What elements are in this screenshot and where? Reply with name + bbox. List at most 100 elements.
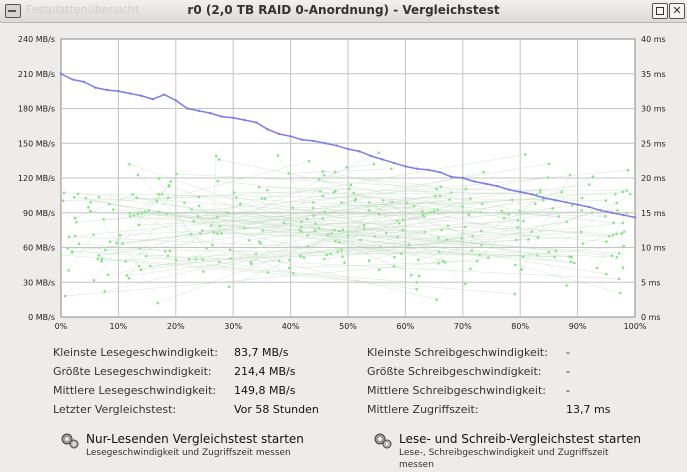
y-right-tick-label: 0 ms <box>641 313 661 322</box>
access-time-point <box>148 264 152 268</box>
access-time-connector <box>307 192 354 236</box>
access-time-connector <box>301 231 620 254</box>
access-time-point <box>157 177 161 180</box>
access-time-point <box>62 191 66 195</box>
access-time-point <box>106 273 110 277</box>
access-time-point <box>524 153 527 156</box>
access-time-connector <box>189 198 356 260</box>
access-time-point <box>169 180 173 183</box>
x-axis: 0% 10% 20% 30% 40% 50% 60% 70% 80% 90% 100% <box>55 322 647 331</box>
access-time-connector <box>200 233 398 238</box>
access-time-connector <box>195 259 417 290</box>
access-time-connector <box>501 210 567 286</box>
read-speed-point <box>564 201 568 204</box>
y-left-tick-label: 0 MB/s <box>28 313 55 322</box>
access-time-connector <box>300 222 624 257</box>
access-time-point <box>580 209 583 212</box>
access-time-point <box>89 200 92 204</box>
access-time-point <box>513 292 517 296</box>
access-time-point <box>622 244 626 248</box>
access-time-connector <box>621 233 624 268</box>
access-time-point <box>118 233 122 237</box>
access-time-connector <box>229 259 290 288</box>
access-time-point <box>73 234 77 238</box>
read-only-benchmark-button[interactable]: Nur-Lesenden Vergleichstest starten Lese… <box>60 432 340 466</box>
last-test-value: Vor 58 Stunden <box>234 403 319 416</box>
read-speed-point <box>300 138 304 141</box>
y-left-tick-label: 90 MB/s <box>23 209 55 218</box>
read-speed-point <box>254 121 258 124</box>
x-tick-label: 80% <box>511 322 529 331</box>
close-icon[interactable]: ✕ <box>669 3 685 19</box>
read-speed-point <box>117 89 120 93</box>
access-time-connector <box>249 199 544 241</box>
read-speed-point <box>530 193 533 196</box>
read-speed-point <box>243 118 246 122</box>
read-speed-point <box>128 92 132 95</box>
window-menu-icon[interactable] <box>5 4 21 18</box>
y-axis-right: 0 ms 5 ms 10 ms 15 ms 20 ms 25 ms 30 ms 35 ms 40… <box>641 35 666 322</box>
read-speed-point <box>277 132 281 136</box>
x-tick-label: 30% <box>224 322 242 331</box>
access-time-point <box>100 259 103 263</box>
read-speed-point <box>519 190 522 194</box>
access-time-point <box>604 199 608 202</box>
access-time-point <box>560 190 564 194</box>
read-speed-point <box>232 116 235 119</box>
access-time-connector <box>99 197 462 239</box>
access-time-point <box>478 253 481 257</box>
access-time-point <box>143 210 147 214</box>
write-avg-value: - <box>566 384 570 397</box>
access-time-point <box>461 205 464 208</box>
access-time-connector <box>219 184 590 227</box>
access-time-point <box>372 162 376 166</box>
access-time-point <box>604 215 607 218</box>
access-time-connector <box>447 225 617 235</box>
access-time-point <box>156 301 160 305</box>
access-time-point <box>390 200 394 204</box>
access-time-connector <box>250 218 324 263</box>
access-time-connector <box>470 192 541 270</box>
access-time-point <box>311 206 315 210</box>
access-time-point <box>197 204 201 208</box>
x-tick-label: 90% <box>569 322 587 331</box>
access-time-connector <box>140 210 582 271</box>
access-time-point <box>595 266 599 270</box>
maximize-icon[interactable] <box>652 3 668 19</box>
access-time-point <box>73 195 76 199</box>
read-speed-point <box>450 175 453 179</box>
access-time-point <box>302 256 306 259</box>
access-time-connector <box>146 255 268 273</box>
y-right-tick-label: 10 ms <box>641 244 666 253</box>
read-speed-point <box>71 78 74 81</box>
access-time-connector <box>63 196 200 202</box>
read-write-benchmark-button[interactable]: Lese- und Schreib-Vergleichstest starten… <box>373 432 653 470</box>
read-speed-point <box>541 196 545 199</box>
access-time-point <box>341 228 345 232</box>
access-time-connector <box>85 197 331 255</box>
y-left-tick-label: 180 MB/s <box>18 105 55 114</box>
access-time-point <box>441 259 445 263</box>
access-avg-value: 13,7 ms <box>566 403 611 416</box>
access-time-connector <box>74 194 133 219</box>
read-speed-point <box>220 115 223 118</box>
access-time-point <box>97 254 101 257</box>
access-time-point <box>337 229 341 233</box>
x-tick-label: 10% <box>110 322 128 331</box>
access-time-connector <box>74 196 402 254</box>
read-speed-point <box>163 93 166 96</box>
read-speed-point <box>553 198 556 202</box>
access-time-point <box>446 224 450 228</box>
access-time-connector <box>157 195 441 304</box>
read-speed-point <box>633 216 637 219</box>
access-time-series <box>59 151 632 305</box>
read-speed-point <box>209 111 212 115</box>
access-time-connector <box>110 198 265 242</box>
access-time-connector <box>63 192 325 213</box>
access-time-point <box>520 268 524 271</box>
access-time-point <box>228 248 232 252</box>
access-time-point <box>125 274 129 277</box>
access-time-point <box>325 253 328 257</box>
access-time-connector <box>292 197 583 208</box>
access-time-connector <box>229 249 437 300</box>
